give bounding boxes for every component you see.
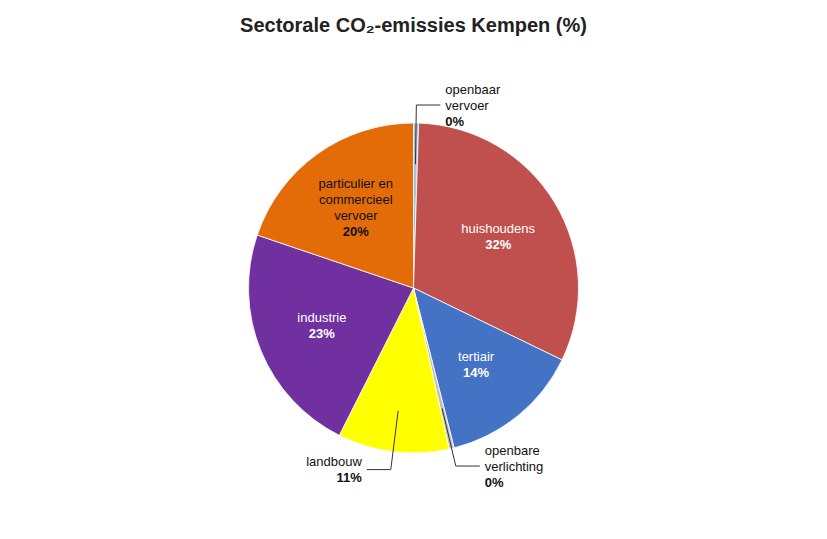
slice-label: openbareverlichting: [485, 443, 544, 474]
slice-label-line: particulier en: [319, 176, 393, 191]
data-label: 0%: [445, 114, 464, 129]
slice-label: landbouw: [306, 454, 362, 469]
slice-label-line: industrie: [297, 310, 346, 325]
data-label: 32%: [485, 237, 511, 252]
title: Sectorale CO₂-emissies Kempen (%): [240, 14, 587, 36]
data-label: 20%: [343, 224, 369, 239]
slice-label: tertiair: [458, 349, 495, 364]
slices: [249, 123, 579, 453]
slice-label-line: tertiair: [458, 349, 495, 364]
slice-label-line: huishoudens: [461, 221, 535, 236]
slice-label-line: vervoer: [334, 208, 378, 223]
leader-line: [415, 105, 440, 164]
leader-line: [442, 408, 480, 466]
pie-slice: [257, 123, 413, 288]
chart-container: Sectorale CO₂-emissies Kempen (%) openbaa…: [0, 0, 827, 539]
leader-line: [367, 411, 398, 470]
slice-label: huishoudens: [461, 221, 535, 236]
chart: Sectorale CO₂-emissies Kempen (%) openbaa…: [0, 0, 827, 539]
data-label: 11%: [336, 470, 362, 485]
slice-label-line: landbouw: [306, 454, 362, 469]
slice-label-line: openbare: [485, 443, 540, 458]
slice-label: particulier encommercieelvervoer: [319, 176, 393, 223]
slice-label: industrie: [297, 310, 346, 325]
slice-label-line: openbaar: [445, 82, 501, 97]
slice-label: openbaarvervoer: [445, 82, 501, 113]
data-label: 14%: [463, 365, 489, 380]
slice-label-line: vervoer: [445, 98, 489, 113]
labels: openbaarvervoer0%huishoudens32%tertiair1…: [297, 82, 543, 490]
data-label: 0%: [485, 475, 504, 490]
data-label: 23%: [309, 326, 335, 341]
slice-label-line: commercieel: [319, 192, 393, 207]
slice-label-line: verlichting: [485, 459, 544, 474]
